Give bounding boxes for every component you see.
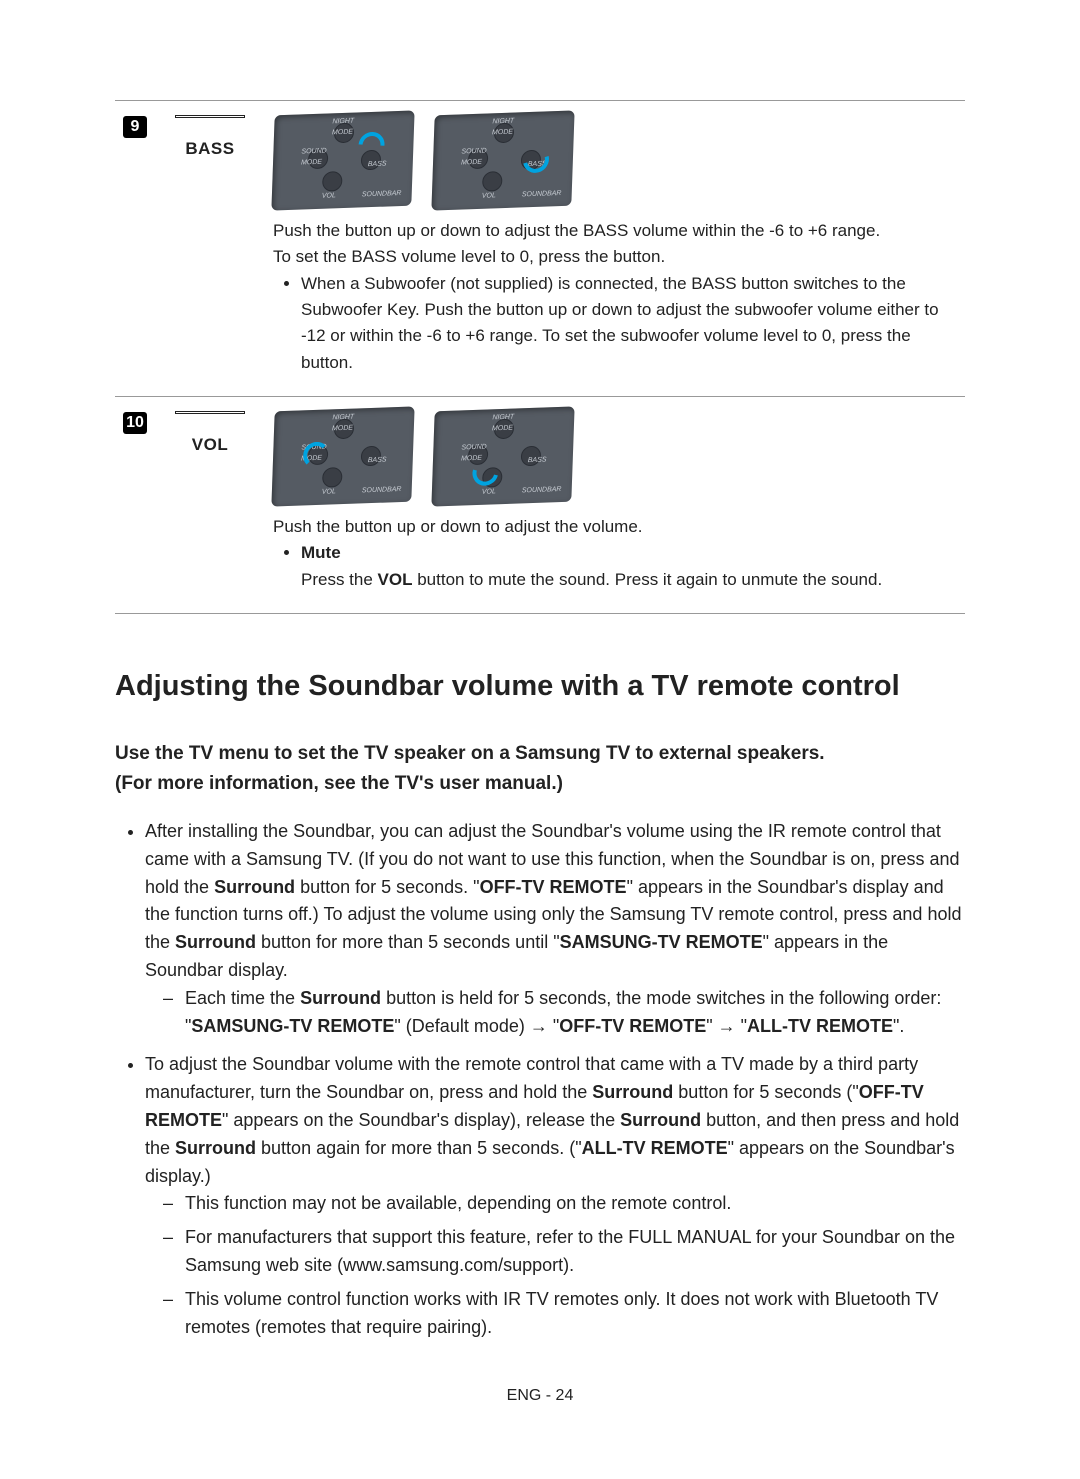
page-footer: ENG - 24 (115, 1384, 965, 1409)
dash-item: This volume control function works with … (185, 1286, 965, 1342)
main-item-1: After installing the Soundbar, you can a… (145, 818, 965, 1041)
row-number-cell: 10 (115, 397, 155, 614)
label-underline (175, 115, 245, 118)
remote-diagram-bass-up: NIGHTMODE SOUNDMODE VOL BASS SOUNDBAR (271, 110, 414, 210)
row-content-cell: NIGHTMODE SOUNDMODE VOL BASS SOUNDBAR NI… (265, 101, 965, 397)
vol-desc-line1: Push the button up or down to adjust the… (273, 514, 957, 540)
mute-title: Mute (301, 543, 341, 562)
remote-diagrams-row: NIGHTMODE SOUNDMODE VOL BASS SOUNDBAR NI… (273, 409, 957, 504)
row-number-cell: 9 (115, 101, 155, 397)
row-label-cell: BASS (155, 101, 265, 397)
row-label-cell: VOL (155, 397, 265, 614)
controls-table: 9 BASS NIGHTMODE SOUNDMODE VOL BASS SOUN… (115, 100, 965, 614)
row-label: VOL (163, 432, 257, 458)
bass-desc-line1: Push the button up or down to adjust the… (273, 218, 957, 244)
row-content-cell: NIGHTMODE SOUNDMODE VOL BASS SOUNDBAR NI… (265, 397, 965, 614)
bass-bullet-list: When a Subwoofer (not supplied) is conne… (273, 271, 957, 376)
sub-heading-l2: (For more information, see the TV's user… (115, 773, 563, 794)
mute-body-pre: Press the (301, 570, 378, 589)
mute-body-bold: VOL (378, 570, 413, 589)
sub-heading: Use the TV menu to set the TV speaker on… (115, 739, 965, 800)
arrow-up-icon (353, 127, 389, 164)
dash-item: For manufacturers that support this feat… (185, 1224, 965, 1280)
arrow-down-icon (518, 142, 554, 177)
sub-heading-l1: Use the TV menu to set the TV speaker on… (115, 743, 825, 764)
label-underline (175, 411, 245, 414)
mute-body-post: button to mute the sound. Press it again… (413, 570, 883, 589)
dash-list: This function may not be available, depe… (145, 1190, 965, 1341)
row-label: BASS (163, 136, 257, 162)
main-bullet-list: After installing the Soundbar, you can a… (115, 818, 965, 1342)
dash-item: This function may not be available, depe… (185, 1190, 965, 1218)
dash-item: Each time the Surround button is held fo… (185, 985, 965, 1041)
bass-bullet-item: When a Subwoofer (not supplied) is conne… (301, 271, 957, 376)
arrow-up-icon (303, 442, 330, 469)
row-number-badge: 10 (123, 412, 147, 434)
remote-diagrams-row: NIGHTMODE SOUNDMODE VOL BASS SOUNDBAR NI… (273, 113, 957, 208)
remote-diagram-vol-down: NIGHTMODE SOUNDMODE VOL BASS SOUNDBAR (431, 407, 574, 507)
main-item-2: To adjust the Soundbar volume with the r… (145, 1051, 965, 1342)
table-row-bass: 9 BASS NIGHTMODE SOUNDMODE VOL BASS SOUN… (115, 101, 965, 397)
remote-diagram-vol-up: NIGHTMODE SOUNDMODE VOL BASS SOUNDBAR (271, 407, 414, 507)
bass-desc-line2: To set the BASS volume level to 0, press… (273, 244, 957, 270)
section-heading: Adjusting the Soundbar volume with a TV … (115, 664, 965, 709)
dash-list: Each time the Surround button is held fo… (145, 985, 965, 1041)
table-row-vol: 10 VOL NIGHTMODE SOUNDMODE VOL BASS SOUN… (115, 397, 965, 614)
row-number-badge: 9 (123, 116, 147, 138)
vol-bullet-item: Mute Press the VOL button to mute the so… (301, 540, 957, 593)
vol-bullet-list: Mute Press the VOL button to mute the so… (273, 540, 957, 593)
remote-diagram-bass-down: NIGHTMODE SOUNDMODE VOL BASS SOUNDBAR (431, 110, 574, 210)
